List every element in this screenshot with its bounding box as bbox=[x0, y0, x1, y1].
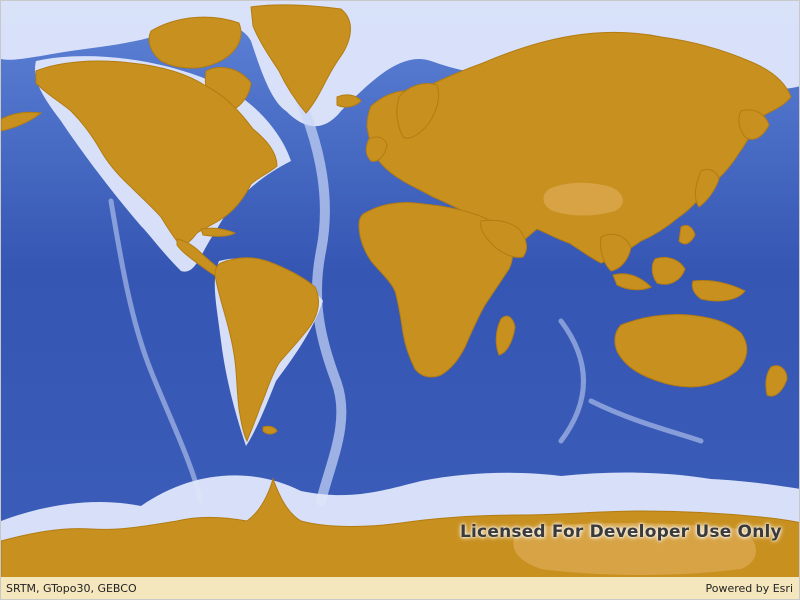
iceland bbox=[336, 94, 362, 108]
east-pacific-rise bbox=[108, 198, 204, 504]
falklands bbox=[262, 425, 278, 435]
philippines bbox=[678, 224, 696, 245]
british-isles bbox=[365, 136, 388, 162]
madagascar bbox=[495, 315, 516, 356]
japan bbox=[694, 168, 720, 208]
attribution-bar[interactable]: SRTM, GTopo30, GEBCO Powered by Esri bbox=[1, 577, 799, 599]
attribution-sources[interactable]: SRTM, GTopo30, GEBCO bbox=[6, 581, 137, 595]
kamchatka bbox=[738, 109, 770, 140]
africa bbox=[358, 202, 513, 378]
sumatra bbox=[612, 273, 652, 291]
scandinavia bbox=[396, 83, 440, 139]
canadian-arctic-islands bbox=[148, 16, 242, 69]
cuba bbox=[200, 227, 237, 237]
north-america bbox=[35, 60, 278, 246]
new-guinea bbox=[691, 280, 746, 302]
powered-by-esri[interactable]: Powered by Esri bbox=[705, 581, 793, 595]
eurasia bbox=[366, 31, 792, 264]
indochina bbox=[600, 233, 632, 272]
greenland bbox=[250, 4, 351, 114]
south-america bbox=[214, 257, 319, 443]
borneo bbox=[651, 256, 686, 285]
new-zealand bbox=[765, 365, 788, 397]
australia bbox=[614, 314, 748, 388]
indian-ocean-ridge bbox=[558, 318, 704, 444]
antarctic-plateau bbox=[513, 523, 756, 575]
arabian-peninsula bbox=[480, 219, 527, 258]
mid-atlantic-ridge bbox=[296, 96, 347, 506]
tibetan-plateau bbox=[543, 182, 623, 216]
alaska-peninsula bbox=[1, 111, 43, 132]
